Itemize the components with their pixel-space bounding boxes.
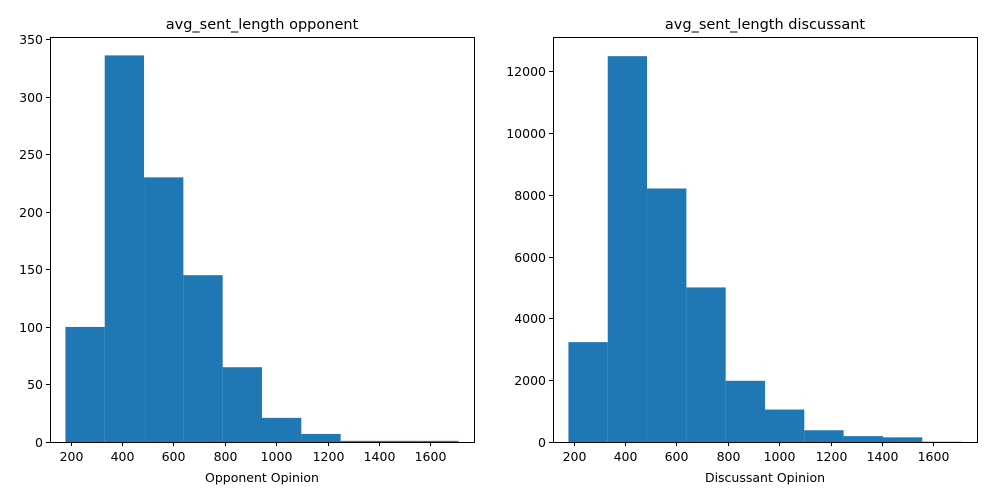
opponent-bar-5 <box>262 417 302 442</box>
opponent-y-tick-label-7: 350 <box>19 32 43 47</box>
discussant-y-tick-label-1: 2000 <box>514 373 546 388</box>
discussant-y-tick-label-5: 10000 <box>506 126 546 141</box>
opponent-x-tick-label-1: 400 <box>111 449 135 464</box>
discussant-bar-2 <box>647 188 687 442</box>
opponent-x-axis-label: Opponent Opinion <box>205 470 319 485</box>
opponent-y-tick-label-2: 100 <box>19 320 43 335</box>
discussant-x-tick-label-3: 800 <box>717 449 741 464</box>
discussant-bar-6 <box>804 430 844 442</box>
opponent-y-tick-label-5: 250 <box>19 147 43 162</box>
discussant-x-tick-label-0: 200 <box>563 449 587 464</box>
discussant-x-tick-label-5: 1200 <box>816 449 848 464</box>
opponent-y-tick-label-1: 50 <box>27 377 43 392</box>
discussant-x-tick-label-7: 1600 <box>918 449 950 464</box>
opponent-chart-title: avg_sent_length opponent <box>166 17 359 33</box>
discussant-x-tick-label-1: 400 <box>614 449 638 464</box>
opponent-y-tick-label-4: 200 <box>19 205 43 220</box>
opponent-bar-8 <box>379 440 420 442</box>
opponent-x-tick-label-4: 1000 <box>261 449 293 464</box>
discussant-y-tick-label-4: 8000 <box>514 188 546 203</box>
discussant-bar-7 <box>843 436 883 442</box>
opponent-y-tick-label-0: 0 <box>35 435 43 450</box>
discussant-y-tick-label-6: 12000 <box>506 64 546 79</box>
opponent-bar-6 <box>301 433 341 442</box>
discussant-x-tick-label-6: 1400 <box>867 449 899 464</box>
discussant-bar-3 <box>686 287 726 442</box>
opponent-bar-4 <box>222 367 262 442</box>
opponent-histogram-panel: 200 400 600 800 1000 1200 1400 1600 0 50 100 150 20… <box>19 17 475 485</box>
discussant-x-tick-label-2: 600 <box>665 449 689 464</box>
discussant-y-ticks: 0 2000 4000 6000 8000 10000 12000 <box>506 64 553 450</box>
discussant-bars <box>568 56 962 442</box>
opponent-y-ticks: 0 50 100 150 200 250 300 350 <box>19 32 50 450</box>
discussant-plot-frame <box>553 37 978 443</box>
opponent-bar-0 <box>65 326 105 442</box>
opponent-x-tick-label-5: 1200 <box>313 449 345 464</box>
opponent-x-tick-label-6: 1400 <box>364 449 396 464</box>
discussant-y-tick-label-0: 0 <box>538 435 546 450</box>
opponent-y-tick-label-3: 150 <box>19 262 43 277</box>
discussant-y-tick-label-2: 4000 <box>514 311 546 326</box>
discussant-x-tick-label-4: 1000 <box>764 449 796 464</box>
opponent-x-tick-label-3: 800 <box>214 449 238 464</box>
opponent-x-ticks: 200 400 600 800 1000 1200 1400 1600 <box>60 442 447 464</box>
opponent-bar-7 <box>340 440 380 442</box>
opponent-bar-9 <box>419 440 459 442</box>
discussant-bar-5 <box>765 409 805 442</box>
opponent-bars <box>65 55 459 443</box>
opponent-bar-3 <box>183 275 223 442</box>
opponent-bar-1 <box>104 55 145 443</box>
discussant-bar-8 <box>882 437 923 442</box>
opponent-plot-frame <box>50 37 475 443</box>
opponent-x-tick-label-2: 600 <box>162 449 186 464</box>
discussant-y-tick-label-3: 6000 <box>514 250 546 265</box>
discussant-bar-0 <box>568 342 608 442</box>
discussant-histogram-panel: 200 400 600 800 1000 1200 1400 1600 0 2000 4000 60… <box>506 17 978 485</box>
opponent-bar-2 <box>144 177 184 442</box>
discussant-bar-1 <box>607 56 648 442</box>
discussant-x-ticks: 200 400 600 800 1000 1200 1400 1600 <box>563 442 950 464</box>
opponent-x-tick-label-7: 1600 <box>415 449 447 464</box>
discussant-x-axis-label: Discussant Opinion <box>705 470 825 485</box>
discussant-bar-4 <box>725 380 765 442</box>
discussant-chart-title: avg_sent_length discussant <box>665 17 865 33</box>
opponent-y-tick-label-6: 300 <box>19 90 43 105</box>
opponent-x-tick-label-0: 200 <box>60 449 84 464</box>
